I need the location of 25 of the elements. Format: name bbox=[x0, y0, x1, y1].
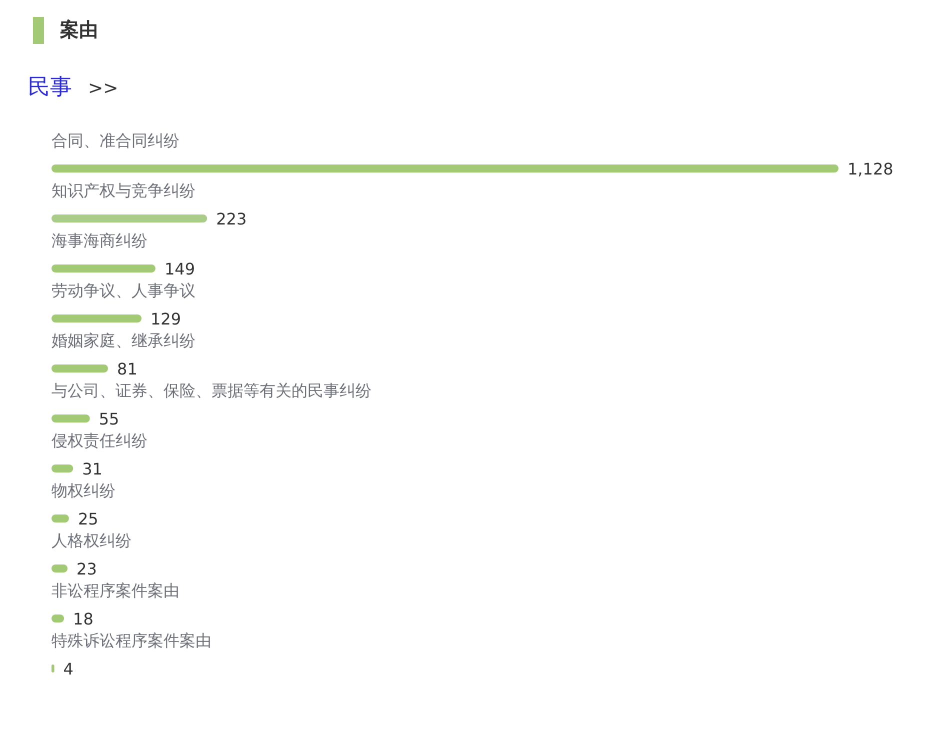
y-tick-label: 海事海商纠纷 bbox=[52, 231, 148, 250]
y-tick-label: 物权纠纷 bbox=[52, 481, 116, 500]
y-tick-label: 婚姻家庭、继承纠纷 bbox=[52, 331, 196, 350]
y-tick-label: 人格权纠纷 bbox=[52, 531, 132, 550]
data-label: 18 bbox=[73, 610, 94, 628]
data-label: 25 bbox=[78, 510, 98, 528]
y-tick-label: 特殊诉讼程序案件案由 bbox=[52, 631, 212, 650]
data-label: 23 bbox=[76, 560, 97, 578]
y-tick-label: 合同、准合同纠纷 bbox=[52, 131, 180, 150]
y-tick-label: 非讼程序案件案由 bbox=[52, 581, 180, 600]
chart-title: 案由 bbox=[33, 17, 98, 44]
data-label: 55 bbox=[98, 410, 120, 428]
data-label: 4 bbox=[63, 660, 74, 678]
y-tick-label: 劳动争议、人事争议 bbox=[52, 281, 196, 300]
data-label: 129 bbox=[150, 310, 182, 328]
data-label: 1,128 bbox=[848, 160, 894, 178]
data-label: 31 bbox=[82, 460, 102, 478]
y-tick-label: 与公司、证券、保险、票据等有关的民事纠纷 bbox=[52, 381, 372, 400]
y-tick-label: 侵权责任纠纷 bbox=[52, 431, 148, 450]
y-tick-label: 知识产权与竞争纠纷 bbox=[52, 181, 196, 200]
chart-subtitle: 民事 bbox=[28, 75, 72, 100]
data-label: 81 bbox=[117, 360, 138, 378]
data-label: 223 bbox=[216, 210, 247, 228]
text: >> bbox=[88, 78, 118, 99]
data-label: 149 bbox=[164, 260, 196, 278]
